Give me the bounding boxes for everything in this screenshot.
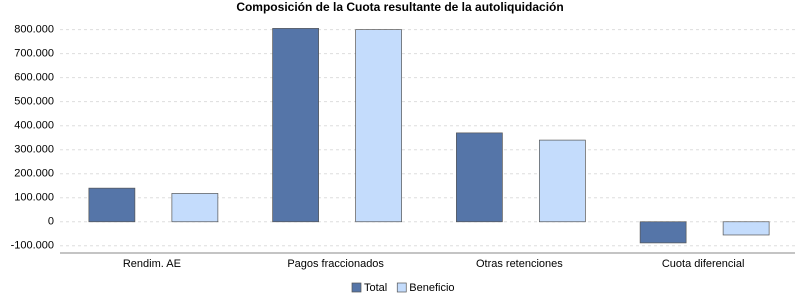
bar — [272, 28, 319, 223]
y-tick-label: -100.000 — [11, 240, 54, 252]
legend-swatch — [396, 282, 407, 293]
y-tick-label: 500.000 — [14, 96, 54, 108]
bar — [171, 193, 219, 223]
y-tick-label: 400.000 — [14, 120, 54, 132]
y-tick-label: 600.000 — [14, 72, 54, 84]
chart-title: Composición de la Cuota resultante de la… — [236, 0, 563, 14]
y-tick-label: 700.000 — [14, 48, 54, 60]
bar — [539, 139, 586, 223]
bar — [639, 221, 687, 244]
x-tick-label: Otras retenciones — [476, 258, 563, 270]
x-tick-label: Cuota diferencial — [662, 258, 745, 270]
bar — [88, 187, 136, 223]
y-tick-label: 100.000 — [14, 192, 54, 204]
legend-label: Total — [364, 282, 387, 294]
x-tick-label: Pagos fraccionados — [287, 258, 384, 270]
y-tick-label: 0 — [48, 216, 54, 228]
legend-swatch — [351, 282, 362, 293]
legend-label: Beneficio — [409, 282, 454, 294]
y-tick-label: 300.000 — [14, 144, 54, 156]
bar — [722, 221, 770, 236]
bar — [456, 132, 503, 223]
y-tick-label: 200.000 — [14, 168, 54, 180]
y-tick-label: 800.000 — [14, 24, 54, 36]
x-tick-label: Rendim. AE — [123, 258, 181, 270]
bar — [355, 29, 402, 223]
